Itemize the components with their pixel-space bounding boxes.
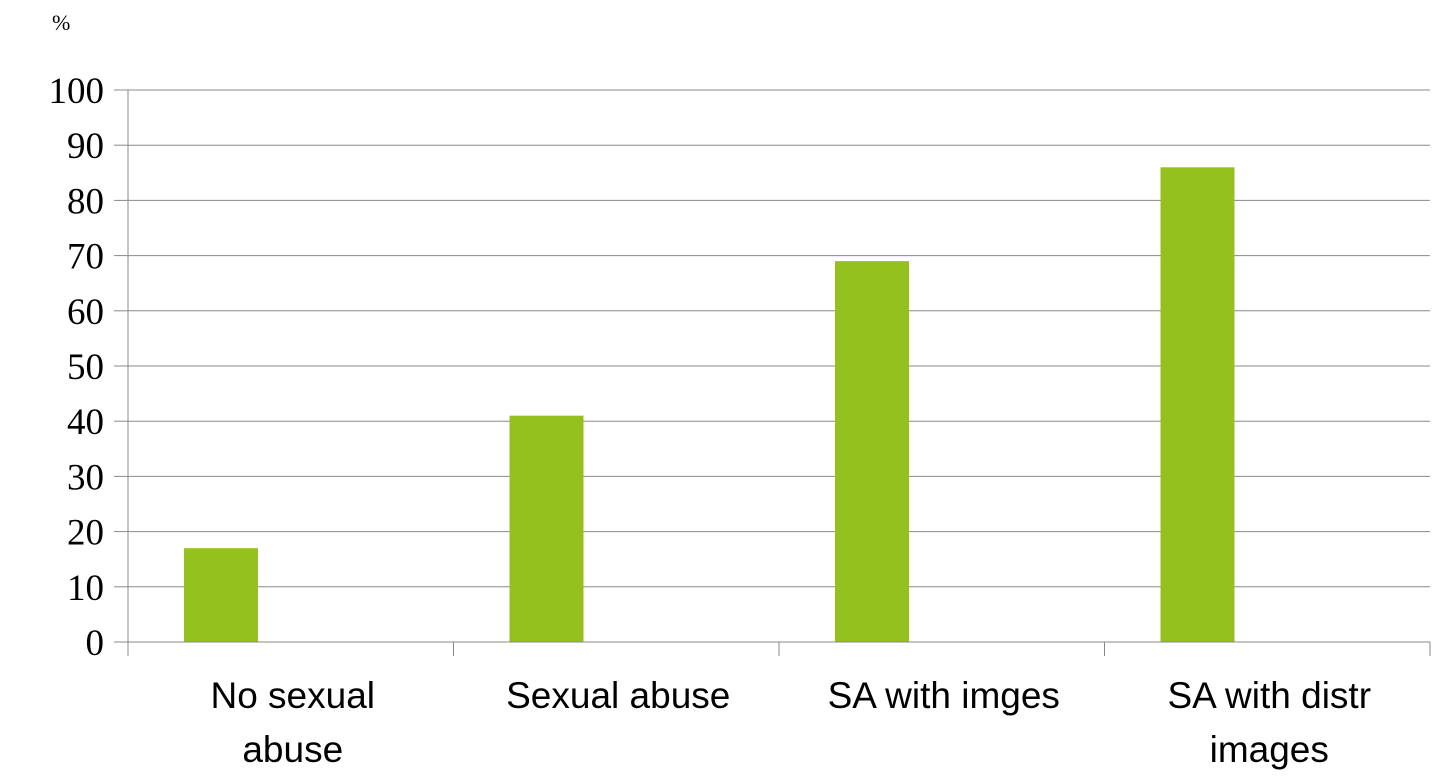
bars [184, 167, 1235, 642]
x-category-label: SA with distr images [1167, 675, 1371, 770]
y-tick-label: 100 [49, 71, 105, 112]
x-category-label-line: images [1210, 729, 1329, 770]
y-tick-label: 90 [67, 126, 104, 167]
bar [509, 415, 584, 642]
x-category-label: Sexual abuse [506, 675, 730, 716]
y-tick-label: 20 [67, 513, 104, 554]
x-category-label: SA with imges [828, 675, 1060, 716]
y-tick-label: 80 [67, 181, 104, 222]
y-axis-unit-label: % [52, 10, 70, 35]
x-category-label: No sexual abuse [210, 675, 375, 770]
x-category-label-line: No sexual [210, 675, 375, 716]
y-tick-label: 70 [67, 237, 104, 278]
gridlines [128, 89, 1430, 588]
bar [835, 261, 909, 642]
x-category-label-line: SA with distr [1167, 675, 1371, 716]
y-tick-label: 60 [67, 292, 104, 333]
y-tick-label: 40 [67, 402, 104, 443]
y-tick-label: 10 [67, 568, 104, 609]
y-tick-label: 50 [67, 347, 104, 388]
x-category-label-line: Sexual abuse [506, 675, 730, 716]
x-category-labels: No sexual abuse Sexual abuse SA with imges S… [210, 675, 1371, 770]
bar [1160, 167, 1235, 642]
y-tick-labels: 0 10 20 30 40 50 60 70 80 90 100 [49, 71, 105, 664]
x-category-label-line: SA with imges [828, 675, 1060, 716]
bar [184, 548, 258, 642]
axes [114, 89, 1431, 656]
y-tick-label: 0 [86, 623, 105, 664]
x-category-label-line: abuse [242, 729, 343, 770]
y-tick-label: 30 [67, 457, 104, 498]
